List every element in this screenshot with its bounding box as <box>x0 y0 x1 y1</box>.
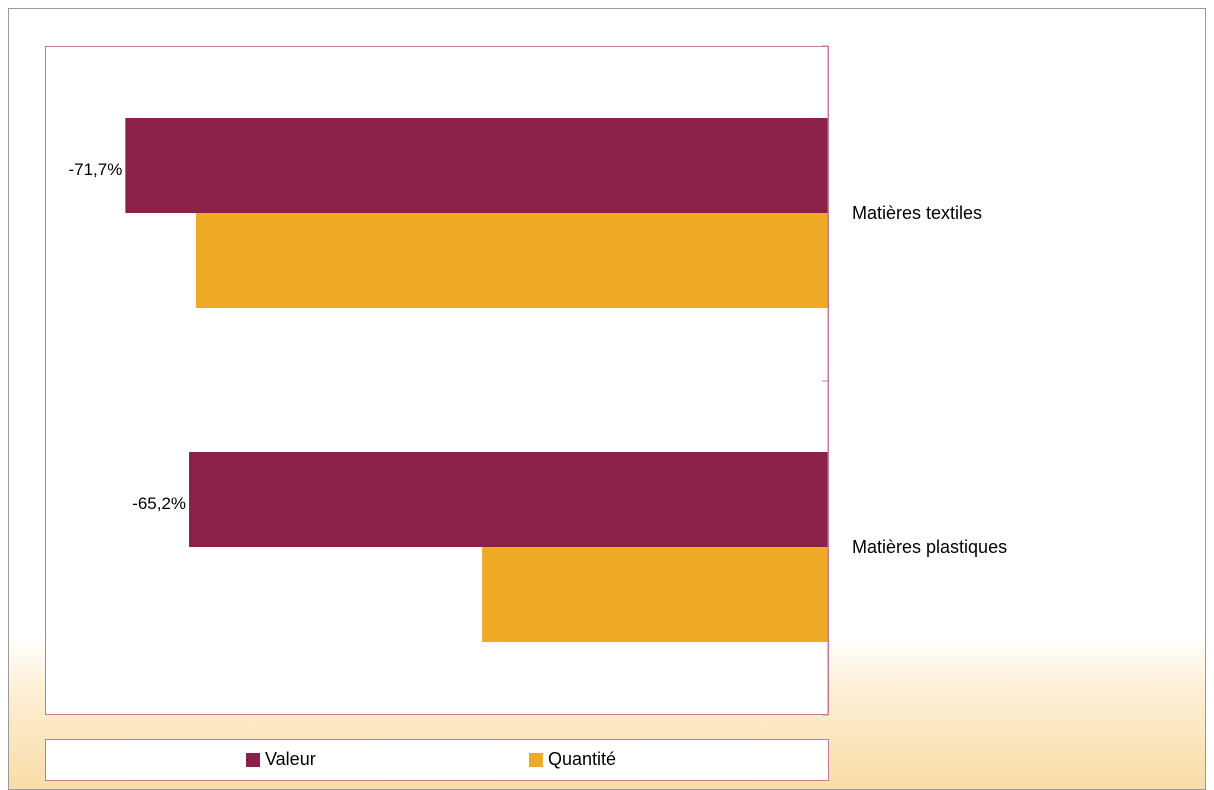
category-label-1: Matières plastiques <box>852 537 1007 557</box>
bar-valeur-0 <box>125 118 829 213</box>
legend-swatch-valeur <box>246 752 260 767</box>
category-axis <box>822 45 829 716</box>
legend-item-quantite: Quantité <box>529 749 616 770</box>
bar-valeur-1 <box>189 452 829 547</box>
data-labels: -71,7% -65,2% <box>68 160 186 513</box>
data-label-0: -71,7% <box>68 160 122 179</box>
category-labels: Matières textiles Matières plastiques <box>852 203 1007 557</box>
data-label-1: -65,2% <box>132 494 186 513</box>
legend-swatch-quantite <box>529 752 543 767</box>
bar-quantite-0 <box>195 213 828 308</box>
legend-item-valeur: Valeur <box>246 749 316 770</box>
bars-group <box>125 118 829 642</box>
category-label-0: Matières textiles <box>852 203 982 223</box>
legend: Valeur Quantité <box>45 739 829 781</box>
legend-label-valeur: Valeur <box>265 749 316 769</box>
bar-quantite-1 <box>482 547 828 642</box>
legend-label-quantite: Quantité <box>548 749 617 769</box>
